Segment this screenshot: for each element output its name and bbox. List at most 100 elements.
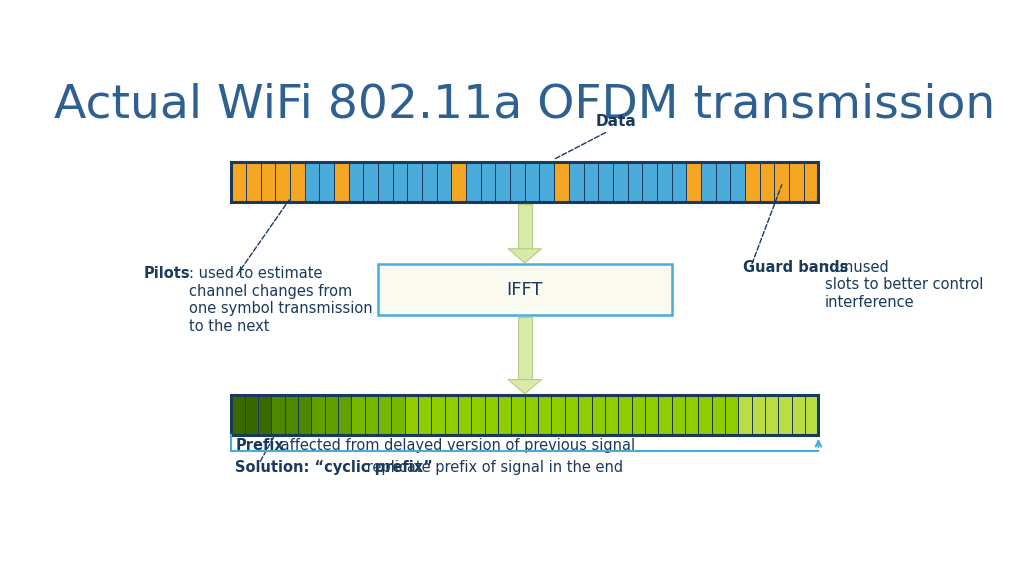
Bar [364,162,378,202]
Bar [778,395,792,435]
Bar [334,162,348,202]
Polygon shape [508,249,542,263]
Bar [391,395,404,435]
Bar [378,395,391,435]
Bar [592,395,605,435]
Bar [752,395,765,435]
Bar [471,395,484,435]
Bar [672,162,686,202]
Bar [552,395,565,435]
Bar [290,162,304,202]
Bar [378,264,672,315]
Bar [418,395,431,435]
Bar [598,162,613,202]
Bar [524,162,540,202]
Bar [738,395,752,435]
Text: Solution: “cyclic prefix”: Solution: “cyclic prefix” [236,460,433,475]
Bar [431,395,444,435]
Text: Actual WiFi 802.11a OFDM transmission: Actual WiFi 802.11a OFDM transmission [54,82,995,127]
Polygon shape [508,380,542,394]
Bar [452,162,466,202]
Bar [392,162,408,202]
Bar [231,162,818,202]
Bar [338,395,351,435]
Text: : unused
slots to better control
interference: : unused slots to better control interfe… [824,260,983,310]
Bar [613,162,628,202]
Text: IFFT: IFFT [507,281,543,299]
Bar [245,395,258,435]
Text: Guard bands: Guard bands [743,260,849,275]
Bar [760,162,774,202]
Bar [605,395,618,435]
Bar [642,162,657,202]
Bar [351,395,365,435]
Bar [404,395,418,435]
Text: replicate prefix of signal in the end: replicate prefix of signal in the end [362,460,624,475]
Bar [539,395,552,435]
Bar [422,162,436,202]
Bar [311,395,325,435]
Bar [657,162,672,202]
Bar [285,395,298,435]
Bar [672,395,685,435]
Bar [319,162,334,202]
Bar [725,395,738,435]
Bar [325,395,338,435]
Text: Prefix: Prefix [236,438,284,453]
Bar [496,162,510,202]
Bar [466,162,480,202]
Bar [618,395,632,435]
Bar [805,395,818,435]
Bar [511,395,524,435]
Bar [792,395,805,435]
Bar [716,162,730,202]
Bar [498,395,511,435]
Bar [304,162,319,202]
Bar [480,162,496,202]
Bar [579,395,592,435]
Bar [484,395,498,435]
Bar [565,395,579,435]
Text: : used to estimate
channel changes from
one symbol transmission
to the next: : used to estimate channel changes from … [189,267,373,334]
Text: affected from delayed version of previous signal: affected from delayed version of previou… [276,438,636,453]
Bar [271,395,285,435]
Bar [686,162,701,202]
Bar [584,162,598,202]
Bar [518,317,531,380]
Bar [658,395,672,435]
Bar [645,395,658,435]
Bar [298,395,311,435]
Bar [231,395,818,435]
Bar [730,162,745,202]
Bar [246,162,260,202]
Text: Pilots: Pilots [143,267,190,282]
Bar [510,162,525,202]
Bar [804,162,818,202]
Bar [518,203,531,249]
Bar [260,162,275,202]
Bar [365,395,378,435]
Bar [698,395,712,435]
Bar [745,162,760,202]
Bar [628,162,642,202]
Bar [258,395,271,435]
Bar [436,162,452,202]
Text: Data: Data [596,114,637,129]
Bar [790,162,804,202]
Bar [524,395,539,435]
Bar [231,395,245,435]
Bar [701,162,716,202]
Bar [378,162,392,202]
Bar [231,162,246,202]
Bar [774,162,790,202]
Bar [685,395,698,435]
Bar [348,162,364,202]
Bar [554,162,569,202]
Bar [408,162,422,202]
Bar [275,162,290,202]
Bar [569,162,584,202]
Bar [540,162,554,202]
Bar [765,395,778,435]
Bar [458,395,471,435]
Bar [712,395,725,435]
